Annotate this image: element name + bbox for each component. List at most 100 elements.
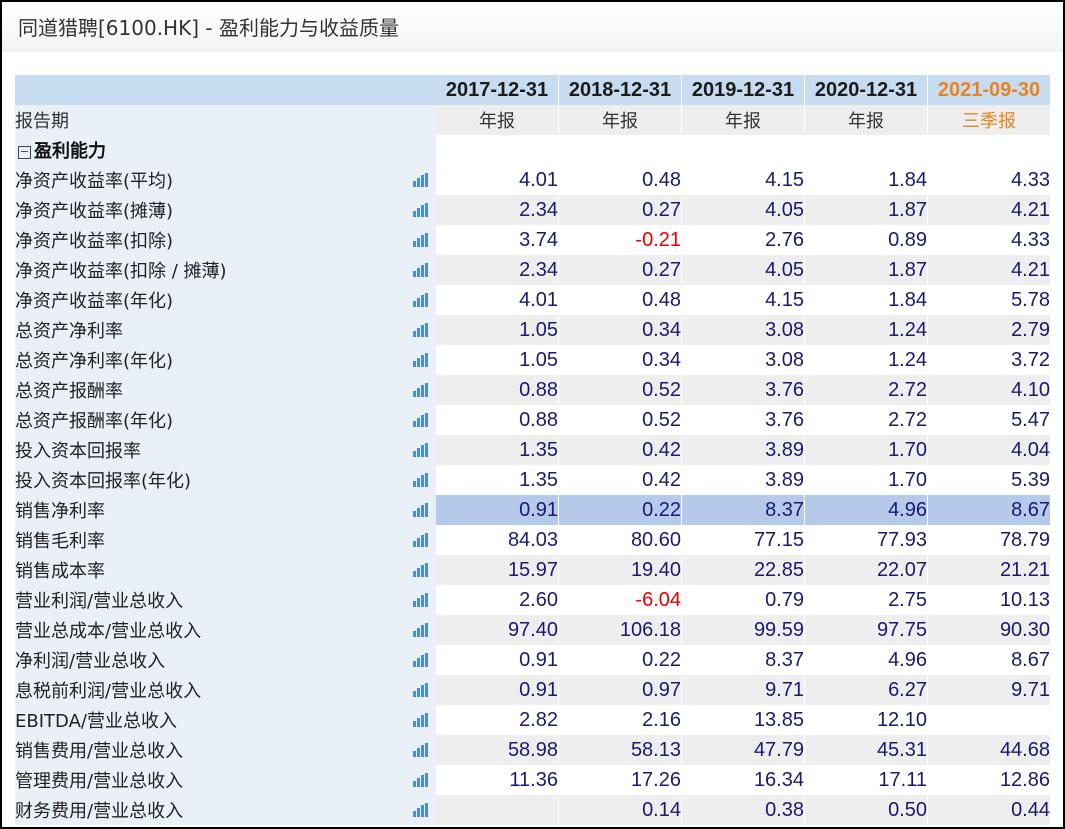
table-row[interactable]: 销售费用/营业总收入 58.98 58.13 47.79 45.31 44.68 [15, 735, 1051, 765]
bar-chart-icon[interactable] [412, 413, 428, 427]
bar-chart-icon[interactable] [412, 473, 428, 487]
value-cell[interactable]: 99.59 [682, 615, 805, 645]
table-row[interactable]: 投入资本回报率(年化) 1.35 0.42 3.89 1.70 5.39 [15, 465, 1051, 495]
value-cell[interactable]: 2.34 [436, 195, 559, 225]
table-row[interactable]: 净利润/营业总收入 0.91 0.22 8.37 4.96 8.67 [15, 645, 1051, 675]
column-header-date[interactable]: 2019-12-31 [682, 75, 805, 105]
bar-chart-icon[interactable] [412, 683, 428, 697]
value-cell[interactable]: 90.30 [928, 615, 1051, 645]
bar-chart-icon[interactable] [412, 203, 428, 217]
value-cell[interactable]: 77.15 [682, 525, 805, 555]
bar-chart-icon[interactable] [412, 533, 428, 547]
value-cell[interactable]: 15.97 [436, 555, 559, 585]
value-cell[interactable]: 4.21 [928, 195, 1051, 225]
value-cell[interactable]: 16.34 [682, 765, 805, 795]
table-row[interactable]: 净资产收益率(平均) 4.01 0.48 4.15 1.84 4.33 [15, 165, 1051, 195]
value-cell[interactable]: 0.34 [559, 315, 682, 345]
value-cell[interactable]: 10.13 [928, 585, 1051, 615]
value-cell[interactable]: 0.91 [436, 645, 559, 675]
value-cell[interactable]: 22.85 [682, 555, 805, 585]
value-cell[interactable]: 4.15 [682, 285, 805, 315]
value-cell[interactable]: 2.60 [436, 585, 559, 615]
value-cell[interactable]: 0.42 [559, 435, 682, 465]
value-cell[interactable]: 5.39 [928, 465, 1051, 495]
value-cell[interactable]: 6.27 [805, 675, 928, 705]
table-row[interactable]: 净资产收益率(扣除 / 摊薄) 2.34 0.27 4.05 1.87 4.21 [15, 255, 1051, 285]
table-row[interactable]: 总资产净利率(年化) 1.05 0.34 3.08 1.24 3.72 [15, 345, 1051, 375]
value-cell[interactable]: 8.67 [928, 495, 1051, 525]
section-header[interactable]: − 盈利能力 [15, 135, 436, 165]
value-cell[interactable]: 22.07 [805, 555, 928, 585]
value-cell[interactable]: 47.79 [682, 735, 805, 765]
bar-chart-icon[interactable] [412, 653, 428, 667]
bar-chart-icon[interactable] [412, 443, 428, 457]
value-cell[interactable]: 1.35 [436, 465, 559, 495]
value-cell[interactable] [436, 795, 559, 825]
value-cell[interactable]: 1.24 [805, 345, 928, 375]
value-cell[interactable]: 9.71 [928, 675, 1051, 705]
value-cell[interactable]: 97.75 [805, 615, 928, 645]
value-cell[interactable]: 0.48 [559, 165, 682, 195]
value-cell[interactable]: 5.47 [928, 405, 1051, 435]
column-header-date-latest[interactable]: 2021-09-30 [928, 75, 1051, 105]
value-cell[interactable]: 3.89 [682, 435, 805, 465]
value-cell[interactable]: 3.72 [928, 345, 1051, 375]
bar-chart-icon[interactable] [412, 173, 428, 187]
table-row[interactable]: 营业利润/营业总收入 2.60 -6.04 0.79 2.75 10.13 [15, 585, 1051, 615]
value-cell[interactable]: 84.03 [436, 525, 559, 555]
value-cell[interactable]: 4.96 [805, 645, 928, 675]
value-cell[interactable]: 0.48 [559, 285, 682, 315]
value-cell[interactable] [928, 705, 1051, 735]
value-cell[interactable]: 0.52 [559, 405, 682, 435]
table-row[interactable]: 总资产报酬率 0.88 0.52 3.76 2.72 4.10 [15, 375, 1051, 405]
value-cell[interactable]: 0.14 [559, 795, 682, 825]
value-cell[interactable]: 1.70 [805, 465, 928, 495]
value-cell[interactable]: 80.60 [559, 525, 682, 555]
value-cell[interactable]: 2.72 [805, 405, 928, 435]
value-cell[interactable]: 2.82 [436, 705, 559, 735]
value-cell[interactable]: 4.15 [682, 165, 805, 195]
value-cell[interactable]: 8.37 [682, 645, 805, 675]
value-cell[interactable]: 3.76 [682, 405, 805, 435]
value-cell[interactable]: 3.76 [682, 375, 805, 405]
value-cell[interactable]: 4.04 [928, 435, 1051, 465]
value-cell[interactable]: 4.21 [928, 255, 1051, 285]
table-row[interactable]: 净资产收益率(年化) 4.01 0.48 4.15 1.84 5.78 [15, 285, 1051, 315]
value-cell[interactable]: 3.74 [436, 225, 559, 255]
value-cell[interactable]: 97.40 [436, 615, 559, 645]
value-cell[interactable]: 4.05 [682, 255, 805, 285]
value-cell[interactable]: 0.88 [436, 375, 559, 405]
value-cell[interactable]: 2.16 [559, 705, 682, 735]
value-cell[interactable]: 0.88 [436, 405, 559, 435]
value-cell[interactable]: 3.08 [682, 345, 805, 375]
table-row[interactable]: 总资产报酬率(年化) 0.88 0.52 3.76 2.72 5.47 [15, 405, 1051, 435]
value-cell[interactable]: -0.21 [559, 225, 682, 255]
bar-chart-icon[interactable] [412, 233, 428, 247]
value-cell[interactable]: 1.84 [805, 165, 928, 195]
value-cell[interactable]: 0.91 [436, 495, 559, 525]
value-cell[interactable]: 4.01 [436, 285, 559, 315]
value-cell[interactable]: 44.68 [928, 735, 1051, 765]
bar-chart-icon[interactable] [412, 293, 428, 307]
value-cell[interactable]: 0.22 [559, 645, 682, 675]
value-cell[interactable]: 45.31 [805, 735, 928, 765]
value-cell[interactable]: 1.05 [436, 345, 559, 375]
table-row[interactable]: 财务费用/营业总收入 0.14 0.38 0.50 0.44 [15, 795, 1051, 825]
value-cell[interactable]: 17.26 [559, 765, 682, 795]
value-cell[interactable]: 8.37 [682, 495, 805, 525]
value-cell[interactable]: 0.22 [559, 495, 682, 525]
value-cell[interactable]: 1.87 [805, 255, 928, 285]
value-cell[interactable]: 0.52 [559, 375, 682, 405]
bar-chart-icon[interactable] [412, 263, 428, 277]
table-row[interactable]: 销售毛利率 84.03 80.60 77.15 77.93 78.79 [15, 525, 1051, 555]
value-cell[interactable]: 1.35 [436, 435, 559, 465]
table-row[interactable]: 净资产收益率(摊薄) 2.34 0.27 4.05 1.87 4.21 [15, 195, 1051, 225]
value-cell[interactable]: 2.75 [805, 585, 928, 615]
value-cell[interactable]: 11.36 [436, 765, 559, 795]
value-cell[interactable]: 0.34 [559, 345, 682, 375]
value-cell[interactable]: 12.86 [928, 765, 1051, 795]
value-cell[interactable]: 4.05 [682, 195, 805, 225]
column-header-date[interactable]: 2020-12-31 [805, 75, 928, 105]
value-cell[interactable]: 0.44 [928, 795, 1051, 825]
value-cell[interactable]: 1.87 [805, 195, 928, 225]
